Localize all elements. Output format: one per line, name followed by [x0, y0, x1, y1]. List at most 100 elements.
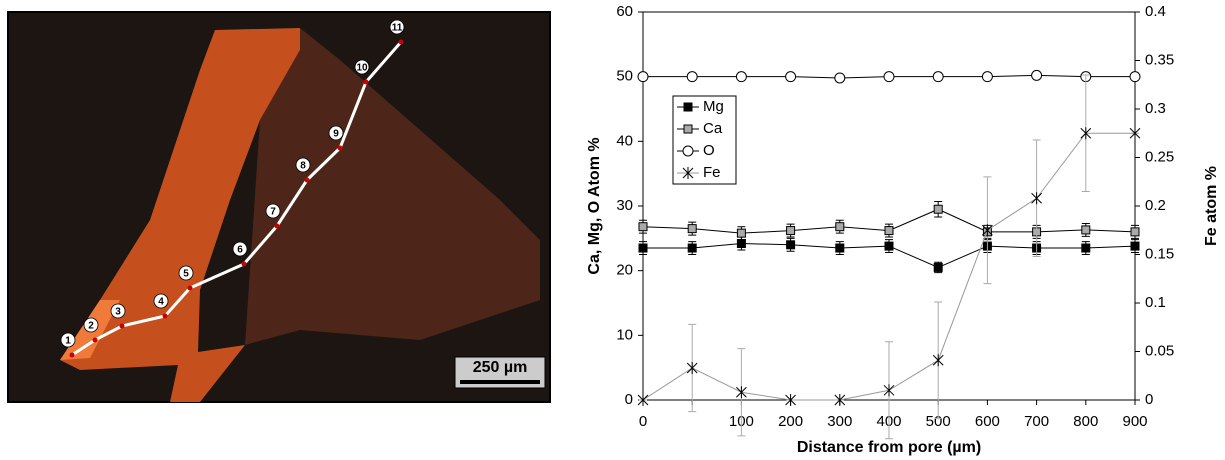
- y-tick-label: 40: [616, 132, 633, 149]
- marker: [884, 241, 894, 251]
- point-badge: [328, 125, 344, 141]
- legend-label: Mg: [703, 98, 724, 115]
- point-badge: [60, 332, 76, 348]
- y2-tick-label: 0.05: [1145, 342, 1174, 359]
- y-tick-label: 50: [616, 68, 633, 85]
- x-tick-label: 700: [1024, 413, 1049, 430]
- marker: [686, 361, 698, 374]
- marker: [682, 167, 694, 179]
- point-badge: [295, 157, 311, 173]
- point-label: 6: [237, 245, 243, 256]
- marker: [932, 71, 944, 83]
- trace-point: [162, 313, 168, 319]
- point-label: 2: [88, 321, 94, 332]
- x-tick-label: 300: [827, 413, 852, 430]
- legend-label: O: [703, 142, 715, 159]
- marker: [785, 71, 797, 83]
- marker: [1081, 225, 1091, 235]
- trace-point: [241, 261, 247, 267]
- x-tick-label: 800: [1073, 413, 1098, 430]
- y2-tick-label: 0.3: [1145, 100, 1166, 117]
- marker: [1130, 227, 1140, 237]
- marker: [884, 226, 894, 236]
- trace-point: [274, 223, 280, 229]
- trace-point: [119, 323, 125, 329]
- marker: [1031, 69, 1043, 81]
- trace-point: [337, 145, 343, 151]
- marker: [834, 72, 846, 84]
- y-tick-label: 0: [625, 391, 633, 408]
- trace-point: [69, 352, 75, 358]
- point-label: 11: [392, 23, 403, 34]
- marker: [1031, 192, 1042, 205]
- point-badge: [83, 317, 99, 333]
- x-axis-label: Distance from pore (µm): [797, 439, 981, 456]
- marker: [687, 243, 697, 253]
- scale-label: 250 µm: [473, 359, 528, 376]
- marker: [735, 71, 747, 83]
- marker: [1129, 127, 1141, 140]
- y2-tick-label: 0.15: [1145, 245, 1174, 262]
- point-label: 8: [300, 161, 306, 172]
- marker: [834, 394, 846, 406]
- marker: [1129, 71, 1141, 83]
- trace-point: [187, 285, 193, 291]
- marker: [835, 222, 845, 232]
- trace-point: [304, 177, 310, 183]
- legend-label: Ca: [703, 120, 723, 137]
- x-tick-label: 900: [1122, 413, 1147, 430]
- trace-point: [398, 39, 404, 45]
- marker: [637, 71, 649, 83]
- marker: [786, 240, 796, 250]
- y2-axis-label: Fe atom %: [1203, 166, 1220, 246]
- marker: [933, 204, 943, 214]
- marker: [786, 226, 796, 236]
- marker: [883, 71, 895, 83]
- marker: [785, 394, 796, 406]
- marker: [683, 124, 693, 134]
- point-badge: [389, 19, 405, 35]
- point-label: 3: [115, 307, 121, 318]
- y2-tick-label: 0.2: [1145, 197, 1166, 214]
- point-label: 7: [270, 207, 276, 218]
- point-badge: [232, 241, 248, 257]
- marker: [683, 102, 693, 112]
- scale-bar: [460, 380, 540, 384]
- marker: [638, 222, 648, 232]
- point-label: 4: [158, 297, 164, 308]
- x-tick-label: 600: [975, 413, 1000, 430]
- x-tick-label: 500: [926, 413, 951, 430]
- y2-tick-label: 0.35: [1145, 51, 1174, 68]
- marker: [1080, 127, 1092, 140]
- y2-tick-label: 0.1: [1145, 294, 1166, 311]
- point-badge: [110, 303, 126, 319]
- point-badge: [178, 265, 194, 281]
- point-badge: [153, 293, 169, 309]
- y-tick-label: 20: [616, 262, 633, 279]
- point-label: 5: [183, 269, 189, 280]
- marker: [932, 354, 944, 367]
- y-tick-label: 60: [616, 3, 633, 20]
- legend-label: Fe: [703, 164, 721, 181]
- marker: [1130, 241, 1140, 251]
- marker: [981, 71, 993, 83]
- point-label: 10: [356, 63, 368, 74]
- y2-tick-label: 0.25: [1145, 148, 1174, 165]
- y-axis-label: Ca, Mg, O Atom %: [586, 137, 603, 274]
- marker: [883, 384, 895, 397]
- marker: [933, 262, 943, 272]
- trace-point: [363, 79, 369, 85]
- point-label: 9: [333, 129, 339, 140]
- marker: [637, 394, 649, 406]
- marker: [687, 224, 697, 234]
- y-tick-label: 10: [616, 326, 633, 343]
- marker: [736, 386, 747, 399]
- x-tick-label: 200: [778, 413, 803, 430]
- x-tick-label: 0: [639, 413, 647, 430]
- crystal-shadow: [245, 28, 540, 345]
- marker: [1081, 243, 1091, 253]
- y2-tick-label: 0.4: [1145, 3, 1166, 20]
- trace-point: [92, 337, 98, 343]
- marker: [686, 71, 698, 83]
